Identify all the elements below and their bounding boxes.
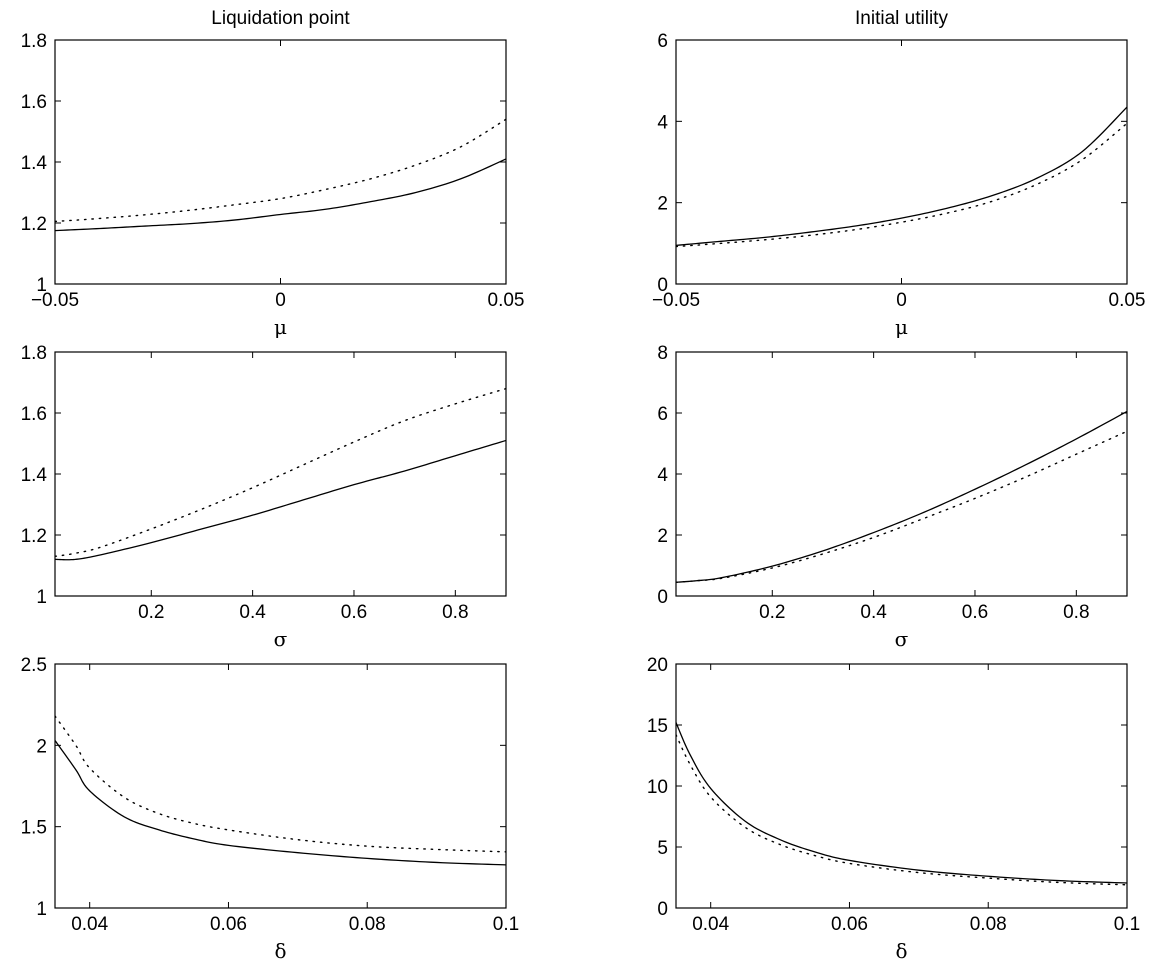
plot-frame [54, 351, 507, 597]
y-tick-label: 1.8 [21, 343, 47, 364]
y-tick-label: 15 [647, 716, 668, 737]
plot-frame [54, 39, 507, 285]
y-tick-label: 5 [657, 838, 668, 859]
x-tick-label: 0.4 [860, 602, 887, 623]
y-tick-label: 4 [657, 465, 668, 486]
y-tick-label: 1 [36, 587, 47, 608]
x-axis-label: δ [895, 939, 907, 959]
y-tick-label: 1 [36, 899, 47, 920]
y-tick-label: 2.5 [21, 655, 47, 676]
y-tick-label: 1.4 [21, 465, 48, 486]
y-tick-label: 6 [657, 31, 668, 52]
y-tick-label: 2 [657, 194, 668, 215]
y-tick-label: 1.8 [21, 31, 47, 52]
x-axis-label: σ [274, 627, 288, 651]
x-tick-label: 0.4 [239, 602, 266, 623]
x-tick-label: 0.08 [970, 914, 1007, 935]
x-tick-label: 0.06 [831, 914, 868, 935]
series-solid-line [676, 722, 1127, 884]
series-dotted-line [55, 118, 506, 223]
y-tick-label: 20 [647, 655, 668, 676]
y-tick-label: 1.5 [21, 818, 47, 839]
panel-liquidation-vs-sigma: 0.2 0.4 0.6 0.8 1 1.2 1.4 1.6 1.8 σ [21, 343, 507, 651]
x-tick-label: 0.1 [1114, 914, 1140, 935]
x-tick-label: 0.04 [71, 914, 108, 935]
plot-frame [54, 663, 507, 909]
x-tick-label: 0.8 [1063, 602, 1089, 623]
series-solid-line [55, 439, 506, 561]
y-tick-label: 0 [657, 899, 668, 920]
y-tick-label: 6 [657, 404, 668, 425]
series-solid-line [55, 740, 506, 866]
y-tick-label: 1.4 [21, 153, 48, 174]
x-axis-label: δ [274, 939, 286, 959]
x-tick-label: −0.05 [652, 290, 700, 311]
series-solid-line [676, 410, 1127, 583]
panel-liquidation-vs-mu: −0.05 0 0.05 1 1.2 1.4 1.6 1.8 μ Liquidation poin… [21, 8, 525, 339]
y-tick-label: 1.2 [21, 526, 47, 547]
y-tick-label: 1.6 [21, 92, 47, 113]
y-tick-label: 1.6 [21, 404, 47, 425]
x-tick-label: 0.08 [349, 914, 386, 935]
x-axis-label: μ [274, 315, 287, 339]
y-tick-label: 1.2 [21, 214, 47, 235]
panel-title: Liquidation point [211, 8, 350, 29]
x-tick-label: 0 [275, 290, 286, 311]
series-dotted-line [676, 122, 1127, 248]
x-tick-label: 0.8 [442, 602, 468, 623]
series-dotted-line [55, 387, 506, 558]
plot-frame [675, 351, 1128, 597]
series-dotted-line [676, 734, 1127, 886]
x-tick-label: 0.06 [210, 914, 247, 935]
x-tick-label: 0.6 [962, 602, 988, 623]
panel-title: Initial utility [855, 8, 948, 29]
series-solid-line [55, 158, 506, 232]
y-tick-label: 10 [647, 777, 668, 798]
series-dotted-line [55, 715, 506, 853]
x-tick-label: 0.2 [759, 602, 785, 623]
panel-utility-vs-delta: 0.04 0.06 0.08 0.1 0 5 10 15 20 δ [647, 655, 1140, 959]
plot-frame [675, 663, 1128, 909]
y-tick-label: 0 [657, 587, 668, 608]
x-tick-label: 0.05 [488, 290, 525, 311]
panel-utility-vs-sigma: 0.2 0.4 0.6 0.8 0 2 4 6 8 σ [657, 343, 1128, 651]
x-tick-label: 0.04 [692, 914, 729, 935]
x-axis-label: μ [895, 315, 908, 339]
plot-frame [675, 39, 1128, 285]
x-axis-label: σ [895, 627, 909, 651]
x-tick-label: −0.05 [31, 290, 79, 311]
series-dotted-line [676, 430, 1127, 583]
series-solid-line [676, 106, 1127, 247]
y-tick-label: 4 [657, 112, 668, 133]
x-tick-label: 0.05 [1109, 290, 1146, 311]
panel-liquidation-vs-delta: 0.04 0.06 0.08 0.1 1 1.5 2 2.5 δ [21, 655, 520, 959]
x-tick-label: 0.1 [493, 914, 519, 935]
y-tick-label: 2 [657, 526, 668, 547]
x-tick-label: 0 [896, 290, 907, 311]
y-tick-label: 1 [36, 275, 47, 296]
y-tick-label: 2 [36, 736, 47, 757]
x-tick-label: 0.6 [341, 602, 367, 623]
y-tick-label: 8 [657, 343, 668, 364]
y-tick-label: 0 [657, 275, 668, 296]
x-tick-label: 0.2 [138, 602, 164, 623]
